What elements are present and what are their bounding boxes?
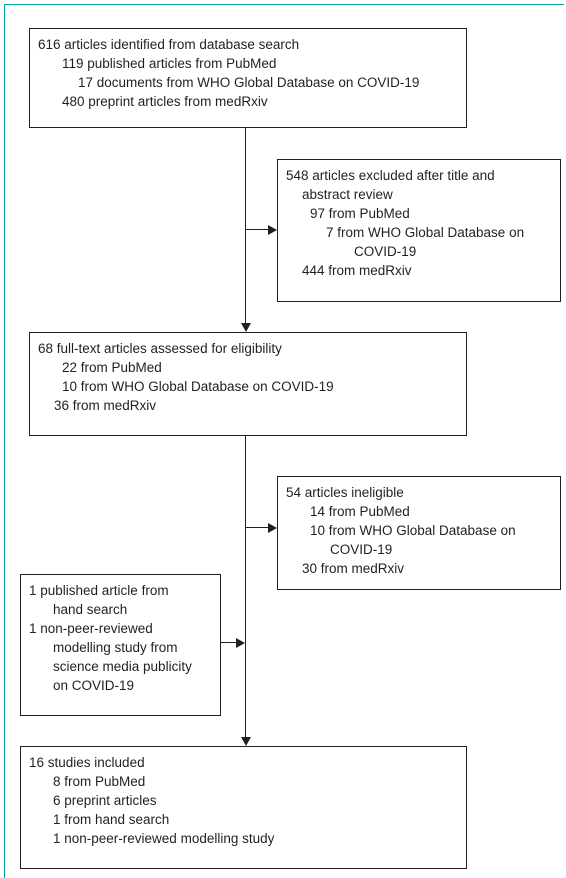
- excluded-item-medrxiv: 444 from medRxiv: [302, 263, 412, 278]
- arrow-to-excluded: [268, 225, 277, 235]
- excluded-item-pubmed: 97 from PubMed: [310, 206, 410, 221]
- arrow-to-included: [241, 737, 251, 746]
- included-title: 16 studies included: [29, 755, 145, 770]
- hand-search-box: 1 published article from hand search 1 n…: [20, 574, 221, 716]
- included-item-modelling: 1 non-peer-reviewed modelling study: [53, 831, 275, 846]
- eligibility-item-medrxiv: 36 from medRxiv: [54, 398, 157, 413]
- included-item-pubmed: 8 from PubMed: [53, 774, 146, 789]
- hand-search-line-3: 1 non-peer-reviewed: [29, 621, 153, 636]
- included-box: 16 studies included 8 from PubMed 6 prep…: [20, 746, 467, 869]
- ineligible-item-medrxiv: 30 from medRxiv: [302, 561, 405, 576]
- frame-left-rule: [4, 4, 5, 878]
- ineligible-item-who-cont: COVID-19: [330, 542, 393, 557]
- included-item-hand-search: 1 from hand search: [53, 812, 170, 827]
- arrow-to-ineligible: [268, 523, 277, 533]
- eligibility-item-pubmed: 22 from PubMed: [62, 360, 162, 375]
- connector-eligibility-to-included: [245, 436, 246, 738]
- arrow-to-eligibility: [241, 323, 251, 332]
- ineligible-box: 54 articles ineligible 14 from PubMed 10…: [277, 476, 561, 590]
- connector-to-ineligible: [246, 527, 268, 528]
- hand-search-line-6: on COVID-19: [53, 678, 135, 693]
- connector-from-hand-search: [221, 642, 236, 643]
- hand-search-line-2: hand search: [53, 602, 128, 617]
- eligibility-item-who: 10 from WHO Global Database on COVID-19: [62, 379, 334, 394]
- arrow-from-hand-search: [236, 638, 245, 648]
- included-item-preprint: 6 preprint articles: [53, 793, 157, 808]
- identified-title: 616 articles identified from database se…: [38, 37, 300, 52]
- eligibility-box: 68 full-text articles assessed for eligi…: [29, 332, 467, 436]
- identified-item-who: 17 documents from WHO Global Database on…: [78, 75, 420, 90]
- excluded-item-who: 7 from WHO Global Database on: [326, 225, 525, 240]
- frame-top-rule: [4, 4, 564, 5]
- hand-search-line-1: 1 published article from: [29, 583, 169, 598]
- excluded-title-line-2: abstract review: [302, 187, 393, 202]
- excluded-box: 548 articles excluded after title and ab…: [277, 159, 561, 302]
- ineligible-item-who: 10 from WHO Global Database on: [310, 523, 516, 538]
- identified-item-pubmed: 119 published articles from PubMed: [62, 56, 277, 71]
- eligibility-title: 68 full-text articles assessed for eligi…: [38, 341, 282, 356]
- hand-search-line-5: science media publicity: [53, 659, 192, 674]
- connector-to-excluded: [246, 229, 268, 230]
- excluded-item-who-cont: COVID-19: [354, 244, 417, 259]
- hand-search-line-4: modelling study from: [53, 640, 178, 655]
- excluded-title-line-1: 548 articles excluded after title and: [286, 168, 495, 183]
- connector-identified-to-eligibility: [245, 128, 246, 324]
- identified-box: 616 articles identified from database se…: [29, 28, 467, 128]
- ineligible-title: 54 articles ineligible: [286, 485, 404, 500]
- identified-item-medrxiv: 480 preprint articles from medRxiv: [62, 94, 268, 109]
- ineligible-item-pubmed: 14 from PubMed: [310, 504, 410, 519]
